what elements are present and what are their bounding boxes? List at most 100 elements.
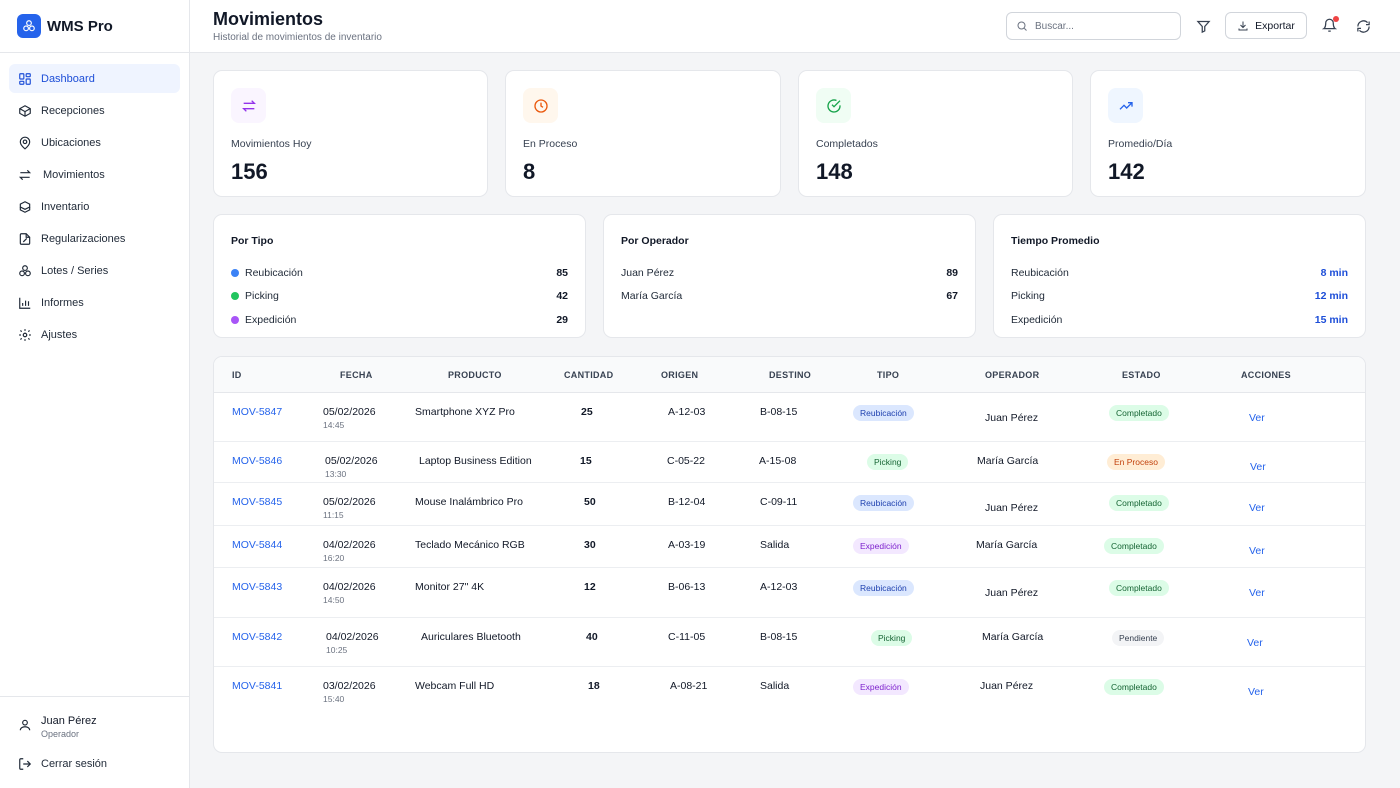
sidebar-item-ajustes[interactable]: Ajustes — [9, 320, 180, 349]
destination-cell: Salida — [760, 680, 790, 692]
export-button[interactable]: Exportar — [1225, 12, 1307, 39]
sidebar-item-lotes-series[interactable]: Lotes / Series — [9, 256, 180, 285]
stat-value: 8 — [523, 159, 536, 184]
table-row: MOV-5841 03/02/2026 15:40 Webcam Full HD 18 A… — [214, 667, 1365, 712]
movements-table: ID FECHA PRODUCTO CANTIDAD ORIGEN DESTIN… — [213, 356, 1366, 753]
status-badge: Pendiente — [1112, 630, 1165, 646]
origin-cell: A-03-19 — [668, 539, 706, 551]
dot-reubicacion — [231, 268, 239, 277]
type-badge: Picking — [867, 454, 909, 470]
notifications-button[interactable] — [1319, 15, 1339, 35]
operator-cell: Juan Pérez — [985, 587, 1039, 599]
status-badge: En Proceso — [1107, 454, 1165, 470]
summary-row-value: 12 min — [1314, 290, 1348, 303]
movement-id-link[interactable]: MOV-5843 — [232, 581, 283, 593]
th-fecha: FECHA — [340, 370, 373, 380]
stat-label: Promedio/Día — [1108, 138, 1173, 150]
logout-button[interactable]: Cerrar sesión — [18, 757, 107, 771]
operator-cell: Juan Pérez — [985, 412, 1039, 424]
sidebar-item-inventario[interactable]: Inventario — [9, 192, 180, 221]
sidebar-item-ubicaciones[interactable]: Ubicaciones — [9, 128, 180, 157]
sidebar-item-label: Ubicaciones — [41, 136, 101, 149]
page-subtitle: Historial de movimientos de inventario — [213, 32, 382, 43]
movement-id-link[interactable]: MOV-5842 — [232, 631, 283, 643]
summary-row-value: 29 — [556, 313, 568, 326]
view-button[interactable]: Ver — [1249, 502, 1265, 514]
type-badge: Expedición — [853, 538, 909, 554]
destination-cell: Salida — [760, 539, 790, 551]
date-cell: 03/02/2026 15:40 — [323, 680, 376, 704]
type-badge: Expedición — [853, 679, 909, 695]
th-cantidad: CANTIDAD — [564, 370, 614, 380]
movement-id-link[interactable]: MOV-5841 — [232, 680, 283, 692]
summary-row-value: 85 — [556, 266, 568, 279]
movement-id-link[interactable]: MOV-5847 — [232, 406, 283, 418]
type-badge: Reubicación — [853, 405, 914, 421]
time-text: 16:20 — [323, 553, 345, 563]
view-button[interactable]: Ver — [1249, 412, 1265, 424]
th-acciones: ACCIONES — [1241, 370, 1291, 380]
summary-row-label: Reubicación — [1011, 266, 1069, 279]
stat-card-completados: Completados 148 — [798, 70, 1073, 197]
search-box[interactable] — [1006, 12, 1181, 40]
date-text: 04/02/2026 — [323, 539, 376, 551]
logout-icon — [18, 757, 32, 771]
view-button[interactable]: Ver — [1247, 637, 1263, 649]
sidebar: WMS Pro Dashboard Recepciones Ubicacione… — [0, 0, 190, 788]
th-producto: PRODUCTO — [448, 370, 502, 380]
sidebar-item-dashboard[interactable]: Dashboard — [9, 64, 180, 93]
summary-title: Por Tipo — [231, 235, 274, 247]
stack-icon — [18, 264, 32, 278]
origin-cell: A-12-03 — [668, 406, 706, 418]
sidebar-item-informes[interactable]: Informes — [9, 288, 180, 317]
user-profile[interactable]: Juan Pérez Operador — [18, 715, 97, 739]
movement-id-link[interactable]: MOV-5846 — [232, 455, 283, 467]
product-cell: Auriculares Bluetooth — [421, 631, 521, 643]
sidebar-nav: Dashboard Recepciones Ubicaciones Movimi… — [0, 53, 189, 349]
th-id: ID — [232, 370, 242, 380]
stat-value: 148 — [816, 159, 853, 184]
page-title: Movimientos — [213, 9, 324, 29]
user-name: Juan Pérez — [41, 715, 97, 727]
sidebar-item-movimientos[interactable]: Movimientos — [9, 160, 180, 189]
movement-id-link[interactable]: MOV-5844 — [232, 539, 283, 551]
product-cell: Monitor 27" 4K — [415, 581, 485, 593]
summary-row-label: Picking — [245, 290, 279, 303]
stat-value: 142 — [1108, 159, 1145, 184]
date-text: 05/02/2026 — [325, 455, 378, 467]
movement-id-link[interactable]: MOV-5845 — [232, 496, 283, 508]
filter-button[interactable] — [1193, 16, 1213, 36]
origin-cell: A-08-21 — [670, 680, 708, 692]
refresh-button[interactable] — [1353, 16, 1373, 36]
table-row: MOV-5845 05/02/2026 11:15 Mouse Inalámbrico… — [214, 483, 1365, 526]
sidebar-footer: Juan Pérez Operador Cerrar sesión — [0, 696, 189, 788]
destination-cell: A-15-08 — [759, 455, 797, 467]
date-text: 03/02/2026 — [323, 680, 376, 692]
sidebar-item-label: Dashboard — [41, 72, 95, 85]
stat-card-promedio-dia: Promedio/Día 142 — [1090, 70, 1366, 197]
view-button[interactable]: Ver — [1250, 461, 1266, 473]
sidebar-item-label: Regularizaciones — [41, 232, 126, 245]
brand[interactable]: WMS Pro — [0, 0, 189, 53]
date-cell: 05/02/2026 13:30 — [325, 455, 378, 479]
summary-tiempo-promedio: Tiempo Promedio Reubicación 8 min Pickin… — [993, 214, 1366, 338]
summary-row-label: Expedición — [245, 313, 297, 326]
summary-row-value: 67 — [946, 290, 958, 303]
filter-icon — [1195, 20, 1211, 33]
view-button[interactable]: Ver — [1249, 587, 1265, 599]
table-row: MOV-5842 04/02/2026 10:25 Auriculares Bluet… — [214, 618, 1365, 667]
view-button[interactable]: Ver — [1248, 686, 1264, 698]
quantity-cell: 18 — [588, 680, 600, 692]
sidebar-item-label: Inventario — [41, 200, 90, 213]
sidebar-item-recepciones[interactable]: Recepciones — [9, 96, 180, 125]
date-cell: 04/02/2026 16:20 — [323, 539, 376, 563]
operator-cell: María García — [982, 631, 1044, 643]
operator-cell: Juan Pérez — [985, 502, 1039, 514]
summary-row: Expedición 29 — [231, 308, 568, 332]
export-label: Exportar — [1255, 19, 1295, 32]
view-button[interactable]: Ver — [1249, 545, 1265, 557]
notification-dot — [1333, 16, 1339, 22]
date-cell: 04/02/2026 14:50 — [323, 581, 376, 605]
search-input[interactable] — [1035, 20, 1175, 32]
sidebar-item-regularizaciones[interactable]: Regularizaciones — [9, 224, 180, 253]
